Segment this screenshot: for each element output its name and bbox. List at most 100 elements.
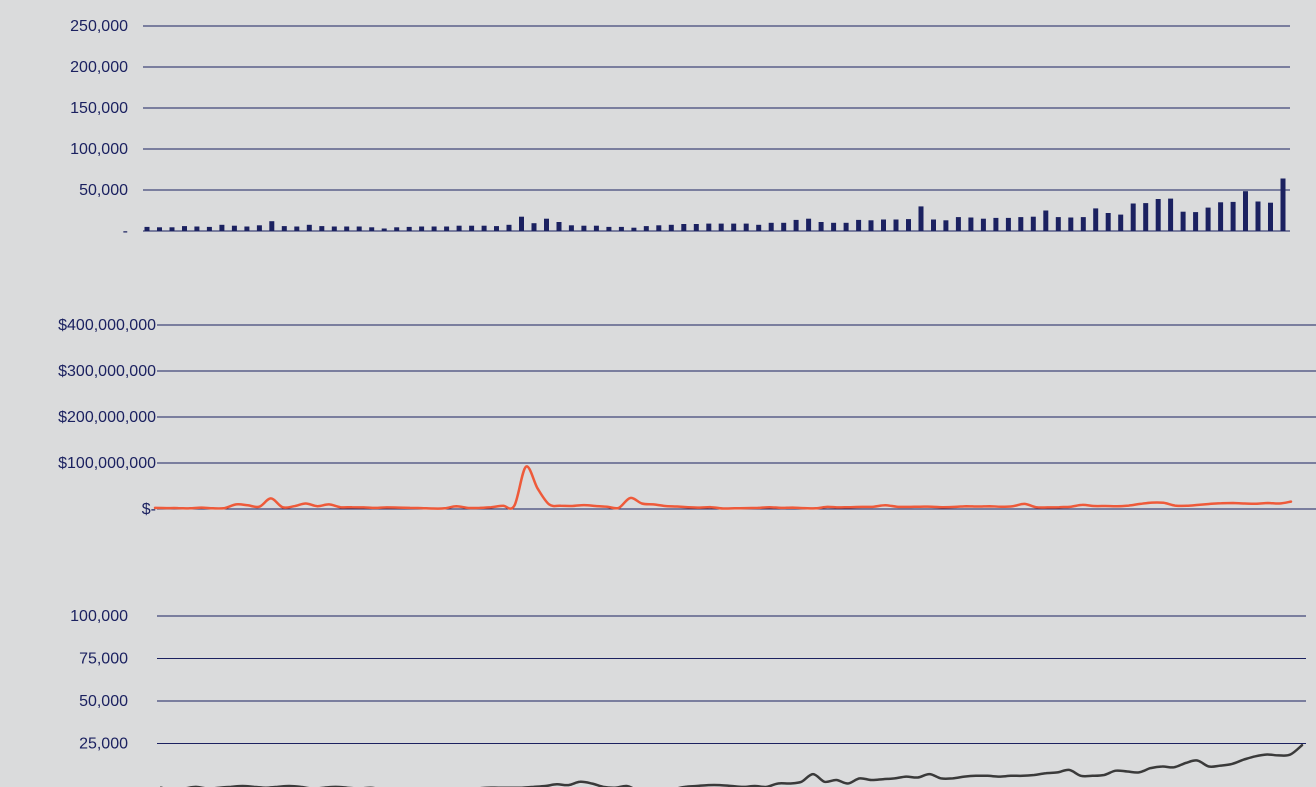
bar	[1018, 217, 1024, 231]
bar-chart: - 50,000 100,000 150,000 200,000 250,000	[70, 18, 1290, 240]
bar	[494, 226, 499, 231]
bar	[1218, 202, 1224, 231]
bar	[1068, 217, 1074, 231]
bar	[856, 219, 862, 231]
bar	[743, 223, 749, 231]
bar	[419, 226, 425, 231]
bar	[1180, 211, 1186, 231]
bar	[656, 225, 662, 231]
bar	[993, 217, 999, 231]
bar	[406, 226, 412, 231]
y-tick-label: 100,000	[70, 608, 128, 625]
bar	[756, 224, 762, 231]
bar	[1168, 198, 1174, 231]
bar	[1130, 203, 1136, 231]
bar	[806, 218, 812, 231]
bar	[456, 225, 462, 231]
bar	[244, 226, 250, 231]
bar	[893, 219, 899, 231]
bar	[319, 226, 325, 231]
bar	[1030, 216, 1036, 232]
bar	[256, 225, 262, 231]
bar	[931, 219, 936, 231]
y-tick-label: $-	[142, 501, 156, 518]
bar	[1143, 203, 1149, 231]
bar	[581, 225, 587, 231]
dark-line-chart: 25,000 50,000 75,000 100,000	[70, 608, 1306, 787]
bar	[568, 225, 574, 231]
bar	[1043, 210, 1049, 231]
series-line	[159, 743, 1304, 787]
series-line	[153, 465, 1293, 510]
bar	[519, 216, 524, 232]
bar	[206, 226, 212, 231]
bar	[356, 226, 362, 231]
bar	[369, 227, 375, 231]
bar	[481, 225, 487, 231]
y-tick-label: 25,000	[79, 736, 128, 753]
bar	[868, 220, 874, 231]
bar	[531, 223, 537, 231]
bar	[144, 226, 150, 231]
bar	[1280, 178, 1286, 231]
bar	[1118, 214, 1124, 231]
bar	[344, 226, 350, 231]
bar	[294, 226, 300, 231]
bar	[194, 226, 200, 231]
y-tick-label: $100,000,000	[58, 455, 156, 472]
bar	[1005, 217, 1011, 231]
bar	[169, 227, 175, 231]
bar	[781, 222, 787, 231]
bar	[544, 218, 549, 231]
y-tick-label: 50,000	[79, 693, 128, 710]
bar	[281, 226, 287, 231]
bar	[1230, 201, 1236, 231]
bar	[1255, 201, 1261, 231]
bar	[906, 219, 911, 231]
bar	[706, 223, 712, 231]
bar	[1105, 213, 1111, 231]
bar	[1193, 212, 1199, 231]
bar	[918, 206, 924, 231]
bar	[681, 224, 687, 231]
y-tick-label: 75,000	[79, 651, 128, 668]
bar	[219, 224, 225, 231]
y-tick-label: $300,000,000	[58, 363, 156, 380]
bar	[1268, 202, 1273, 231]
bar	[980, 218, 986, 231]
bar	[831, 222, 837, 231]
y-tick-label: 150,000	[70, 100, 128, 117]
bar	[643, 226, 649, 231]
y-tick-label: 250,000	[70, 18, 128, 35]
bar	[943, 220, 949, 231]
bar	[394, 227, 400, 231]
bar	[1055, 217, 1061, 231]
bar	[968, 217, 974, 231]
bar	[444, 226, 450, 231]
bar	[306, 224, 312, 231]
bar	[955, 217, 961, 231]
orange-line-chart: $- $100,000,000 $200,000,000 $300,000,000 $4…	[58, 317, 1316, 518]
bar	[768, 222, 774, 231]
bar	[331, 226, 337, 231]
y-tick-label: 200,000	[70, 59, 128, 76]
bar	[793, 219, 799, 231]
bar	[469, 225, 475, 231]
y-tick-label: -	[123, 223, 128, 240]
bar	[1155, 199, 1161, 231]
bar	[593, 225, 599, 231]
bar	[668, 224, 674, 231]
bar	[506, 224, 512, 231]
y-tick-label: 100,000	[70, 141, 128, 158]
bar	[606, 226, 612, 231]
bar	[1080, 217, 1086, 231]
bar	[718, 223, 724, 231]
y-tick-label: $200,000,000	[58, 409, 156, 426]
bar	[843, 222, 849, 231]
bar	[431, 226, 437, 231]
bar	[731, 223, 737, 231]
bar	[818, 222, 824, 231]
bar	[618, 226, 624, 231]
bar	[1093, 208, 1099, 231]
